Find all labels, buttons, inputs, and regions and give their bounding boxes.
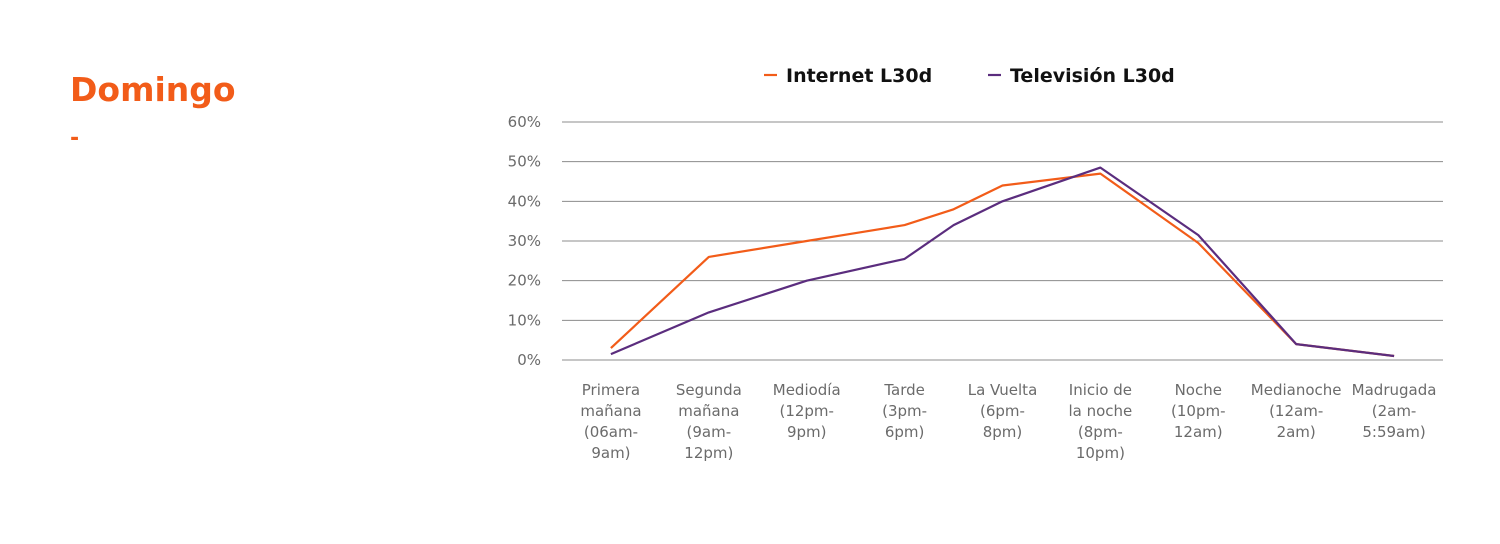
page-title: Domingo [70,70,236,109]
x-tick-label: La Vuelta (6pm-8pm) [968,381,1038,441]
y-tick-label: 30% [508,232,541,250]
series-lines [610,166,1395,358]
x-tick-label: Tarde (3pm-6pm) [882,381,927,441]
series-line [610,172,1395,358]
y-tick-label: 10% [508,311,541,329]
y-tick-label: 20% [508,272,541,290]
y-tick-label: 0% [517,351,541,369]
y-axis-ticks: 0% 10% 20% 30% 40% 50% 60% [508,113,541,369]
x-tick-label: Noche (10pm-12am) [1171,381,1226,441]
x-tick-label: Primera mañana (06am-9am) [580,381,641,462]
y-tick-label: 50% [508,153,541,171]
x-tick-label: Medianoche (12am-2am) [1251,381,1342,441]
x-tick-label: Madrugada (2am-5:59am) [1352,381,1437,441]
x-tick-label: Segunda mañana (9am-12pm) [676,381,742,462]
series-line [610,166,1395,358]
x-tick-label: Mediodía (12pm-9pm) [773,381,841,441]
x-axis-labels: Primera mañana (06am-9am) Segunda mañana (9am… [580,381,1436,462]
y-tick-label: 40% [508,192,541,210]
legend-label: Internet L30d [786,65,932,87]
grid-lines [562,121,1443,361]
x-tick-label: Inicio de la noche (8pm-10pm) [1068,381,1132,462]
legend: Internet L30d Televisión L30d [764,65,1175,87]
legend-label: Televisión L30d [1010,65,1175,87]
y-tick-label: 60% [508,113,541,131]
page-subtitle-dash: - [70,126,80,151]
